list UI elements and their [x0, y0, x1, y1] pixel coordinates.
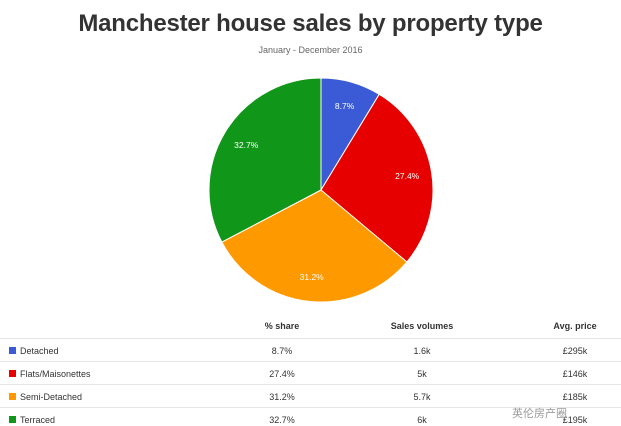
row-volume: 1.6k [413, 346, 431, 356]
data-table: % share Sales volumes Avg. price Detache… [0, 312, 621, 426]
table-header: % share Sales volumes Avg. price [0, 312, 621, 338]
chart-title: Manchester house sales by property type [78, 10, 543, 37]
legend-swatch [9, 370, 16, 377]
table-row: Detached 8.7% 1.6k £295k [0, 338, 621, 361]
legend-swatch [9, 416, 16, 423]
chart-subtitle: January - December 2016 [258, 45, 363, 55]
row-price: £146k [562, 369, 588, 379]
row-category: Terraced [20, 415, 56, 425]
legend-swatch [9, 393, 16, 400]
header-share: % share [264, 321, 300, 331]
row-category: Flats/Maisonettes [20, 369, 91, 379]
table-row: Flats/Maisonettes 27.4% 5k £146k [0, 361, 621, 384]
row-share: 32.7% [269, 415, 295, 425]
row-price: £185k [562, 392, 588, 402]
header-price: Avg. price [553, 321, 597, 331]
row-share: 8.7% [271, 346, 293, 356]
pie-slice-terraced [208, 77, 322, 243]
row-volume: 5.7k [413, 392, 431, 402]
row-price: £295k [562, 346, 588, 356]
row-volume: 5k [417, 369, 427, 379]
row-category: Semi-Detached [20, 392, 83, 402]
row-category: Detached [20, 346, 59, 356]
row-price: £195k [562, 415, 588, 425]
legend-swatch [9, 347, 16, 354]
slice-data-label: 31.2% [300, 272, 325, 282]
slice-data-label: 27.4% [395, 171, 420, 181]
slice-data-label: 32.7% [234, 140, 259, 150]
row-volume: 6k [417, 415, 427, 425]
watermark-text: 英伦房产圈 [512, 407, 567, 420]
row-share: 31.2% [269, 392, 295, 402]
header-volume: Sales volumes [390, 321, 454, 331]
table-row: Terraced 32.7% 6k £195k [0, 407, 621, 426]
row-share: 27.4% [269, 369, 295, 379]
slice-data-label: 8.7% [335, 101, 355, 111]
table-row: Semi-Detached 31.2% 5.7k £185k [0, 384, 621, 407]
pie-slice-flats-maisonettes [320, 93, 434, 263]
